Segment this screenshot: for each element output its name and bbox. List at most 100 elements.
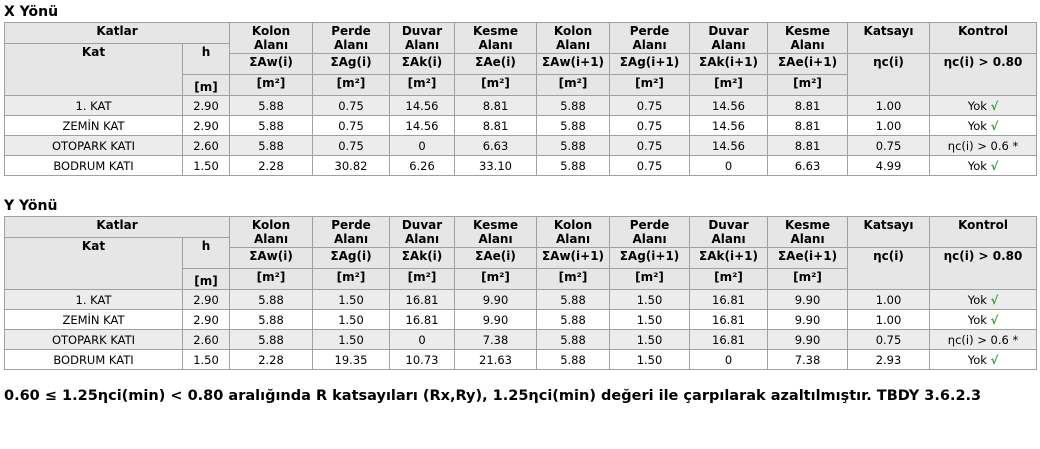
value-cell: 14.56: [689, 135, 769, 156]
value-cell: 0: [389, 135, 456, 156]
value-cell: 4.99: [847, 155, 931, 176]
value-cell: 0.75: [312, 135, 391, 156]
table-head: Katlar Kolon Alanı Perde Alanı Duvar Alanı K…: [3, 216, 1038, 290]
check-mark: √: [990, 352, 999, 367]
column-symbol: ΣAk(i+1): [689, 53, 769, 75]
value-cell: 0.75: [609, 155, 691, 176]
value-cell: 8.81: [767, 95, 849, 116]
column-name: Kesme Alanı: [767, 216, 849, 248]
column-symbol: ΣAw(i+1): [536, 53, 611, 75]
value-cell: 1.00: [847, 95, 931, 116]
value-cell: 16.81: [689, 309, 769, 330]
content: X Yönü Katlar Kolon Alanı Perde Alanı Duvar …: [0, 4, 1040, 404]
kat-header: Kat: [4, 43, 183, 96]
table-head: Katlar Kolon Alanı Perde Alanı Duvar Alanı K…: [3, 22, 1038, 96]
check-mark: √: [990, 118, 999, 133]
kontrol-text: ηc(i) > 0.6 *: [947, 332, 1019, 347]
data-table: Katlar Kolon Alanı Perde Alanı Duvar Alanı K…: [3, 22, 1038, 176]
value-cell: 0.75: [609, 95, 691, 116]
column-unit: [m²]: [536, 268, 611, 290]
value-cell: 0.75: [847, 135, 931, 156]
h-cell: 2.90: [181, 309, 231, 330]
header-row: ΣAw(i) ΣAg(i) ΣAk(i) ΣAe(i) ΣAw(i+1) ΣAg(i+1)…: [5, 247, 1038, 290]
value-cell: 2.28: [229, 155, 314, 176]
footer-note: 0.60 ≤ 1.25ηci(min) < 0.80 aralığında R …: [4, 388, 982, 404]
h-unit: [m]: [181, 74, 231, 96]
h-header: h: [181, 43, 231, 75]
kat-cell: ZEMİN KAT: [4, 309, 183, 330]
value-cell: 5.88: [536, 135, 611, 156]
column-name: Kolon Alanı: [536, 216, 611, 248]
column-unit: [m²]: [536, 74, 611, 96]
column-unit: [m²]: [454, 268, 538, 290]
column-unit: [m²]: [389, 268, 456, 290]
section-title: X Yönü: [4, 4, 59, 20]
column-unit: [m²]: [229, 268, 314, 290]
value-cell: 2.28: [229, 349, 314, 370]
column-name: Kolon Alanı: [229, 22, 314, 54]
value-cell: 0.75: [609, 135, 691, 156]
h-cell: 2.90: [181, 115, 231, 136]
column-symbol: ΣAe(i+1): [767, 53, 849, 75]
h-unit: [m]: [181, 268, 231, 290]
column-unit: [m²]: [767, 268, 849, 290]
table-body: 1. KAT 2.90 5.88 0.75 14.56 8.81 5.88 0.75 14.56…: [4, 95, 1038, 176]
data-row: OTOPARK KATI 2.60 5.88 1.50 0 7.38 5.88 1.50 16.…: [4, 329, 1038, 350]
value-cell: 0.75: [312, 115, 391, 136]
data-row: OTOPARK KATI 2.60 5.88 0.75 0 6.63 5.88 0.75 14.…: [4, 135, 1038, 156]
group-header: Katlar: [3, 22, 231, 44]
kontrol-text: ηc(i) > 0.6 *: [947, 138, 1019, 153]
kontrol-text: Yok: [967, 352, 987, 367]
data-row: ZEMİN KAT 2.90 5.88 0.75 14.56 8.81 5.88 0.75 14…: [4, 115, 1038, 136]
value-cell: 5.88: [229, 95, 314, 116]
column-symbol: ΣAw(i+1): [536, 247, 611, 269]
column-unit: [m²]: [312, 268, 391, 290]
column-symbol: ΣAg(i+1): [609, 247, 691, 269]
kontrol-cell: Yok √: [929, 115, 1038, 136]
column-unit: [m²]: [454, 74, 538, 96]
value-cell: 0.75: [609, 115, 691, 136]
column-unit: [m²]: [689, 268, 769, 290]
h-cell: 2.60: [181, 135, 231, 156]
column-name: Duvar Alanı: [389, 22, 456, 54]
value-cell: 6.63: [454, 135, 538, 156]
value-cell: 1.50: [609, 309, 691, 330]
value-cell: 1.50: [609, 349, 691, 370]
check-mark: √: [990, 98, 999, 113]
value-cell: 16.81: [389, 309, 456, 330]
value-cell: 5.88: [229, 309, 314, 330]
header-row: Katlar Kolon Alanı Perde Alanı Duvar Alanı K…: [3, 22, 1038, 54]
column-symbol: ΣAg(i): [312, 53, 391, 75]
column-name: Duvar Alanı: [689, 22, 769, 54]
h-header: h: [181, 237, 231, 269]
section: Y Yönü Katlar Kolon Alanı Perde Alanı Duvar …: [0, 198, 1040, 370]
column-name: Duvar Alanı: [689, 216, 769, 248]
h-cell: 2.90: [181, 95, 231, 116]
kat-header: Kat: [4, 237, 183, 290]
data-row: 1. KAT 2.90 5.88 1.50 16.81 9.90 5.88 1.50 16.81…: [4, 289, 1038, 310]
value-cell: 5.88: [229, 115, 314, 136]
value-cell: 21.63: [454, 349, 538, 370]
value-cell: 7.38: [454, 329, 538, 350]
value-cell: 8.81: [767, 135, 849, 156]
value-cell: 16.81: [689, 289, 769, 310]
value-cell: 8.81: [767, 115, 849, 136]
value-cell: 5.88: [229, 135, 314, 156]
column-symbol: ΣAe(i+1): [767, 247, 849, 269]
kat-cell: ZEMİN KAT: [4, 115, 183, 136]
value-cell: 0: [389, 329, 456, 350]
kontrol-cell: ηc(i) > 0.6 *: [929, 135, 1038, 156]
column-symbol: ΣAe(i): [454, 247, 538, 269]
value-cell: 1.00: [847, 289, 931, 310]
value-cell: 5.88: [536, 309, 611, 330]
column-name: Katsayı: [847, 216, 931, 248]
kontrol-cell: Yok √: [929, 309, 1038, 330]
kontrol-text: Yok: [967, 158, 987, 173]
value-cell: 2.93: [847, 349, 931, 370]
value-cell: 1.00: [847, 309, 931, 330]
value-cell: 1.00: [847, 115, 931, 136]
kat-cell: OTOPARK KATI: [4, 329, 183, 350]
column-unit: [m²]: [312, 74, 391, 96]
kontrol-text: Yok: [967, 98, 987, 113]
value-cell: 6.26: [389, 155, 456, 176]
